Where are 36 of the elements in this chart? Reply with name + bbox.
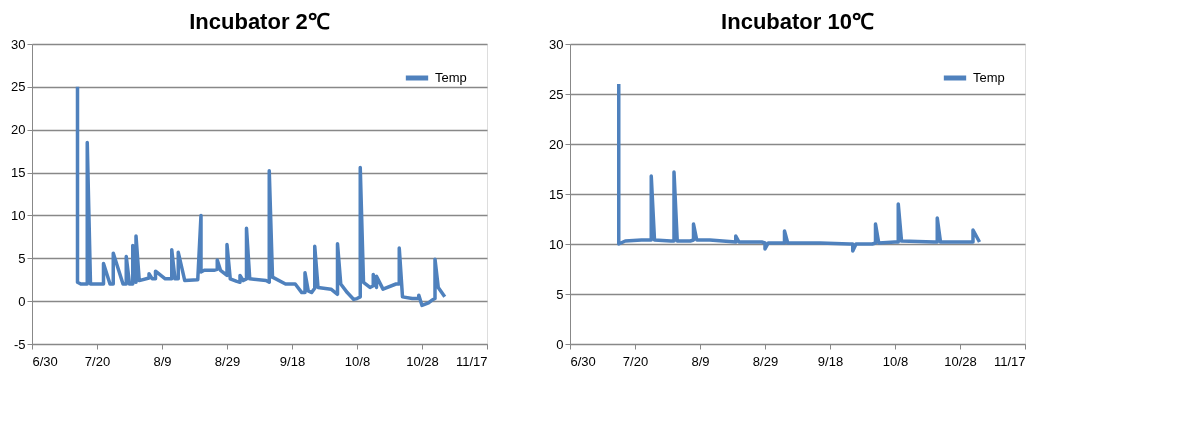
y-tick-label: 15 bbox=[549, 186, 564, 202]
y-tick-label: 5 bbox=[18, 250, 26, 266]
y-tick-label: 0 bbox=[18, 293, 26, 309]
x-tick-label: 6/30 bbox=[32, 353, 58, 369]
y-tick-label: 5 bbox=[556, 286, 564, 302]
y-tick-label: 10 bbox=[11, 207, 26, 223]
x-tick-label: 10/8 bbox=[344, 353, 371, 369]
x-tick-label: 9/18 bbox=[279, 353, 306, 369]
x-tick-label: 9/18 bbox=[817, 353, 844, 369]
y-tick-label: 15 bbox=[11, 165, 26, 181]
chart-title: Incubator 2℃ bbox=[189, 9, 330, 34]
x-tick-label: 7/20 bbox=[622, 353, 649, 369]
legend-label: Temp bbox=[435, 70, 467, 85]
legend-label: Temp bbox=[973, 70, 1005, 85]
y-tick-label: 25 bbox=[11, 79, 26, 95]
x-tick-label: 10/8 bbox=[882, 353, 909, 369]
x-tick-label: 11/17 bbox=[993, 353, 1026, 369]
x-tick-label: 6/30 bbox=[570, 353, 596, 369]
y-tick-label: 20 bbox=[11, 122, 26, 138]
x-tick-label: 10/28 bbox=[944, 353, 977, 369]
x-tick-label: 7/20 bbox=[84, 353, 111, 369]
line-series bbox=[75, 85, 447, 308]
y-tick-label: 30 bbox=[11, 36, 26, 52]
y-tick-label: 20 bbox=[549, 136, 564, 152]
y-tick-label: 10 bbox=[549, 236, 564, 252]
x-tick-label: 10/28 bbox=[406, 353, 439, 369]
x-tick-label: 8/9 bbox=[691, 353, 710, 369]
chart-title: Incubator 10℃ bbox=[721, 9, 874, 34]
x-tick-label: 8/29 bbox=[214, 353, 241, 369]
x-tick-label: 11/17 bbox=[455, 353, 488, 369]
x-tick-label: 8/29 bbox=[752, 353, 779, 369]
y-tick-label: -5 bbox=[13, 336, 26, 352]
y-tick-label: 30 bbox=[549, 36, 564, 52]
y-tick-label: 0 bbox=[556, 336, 564, 352]
y-tick-label: 25 bbox=[549, 86, 564, 102]
x-tick-label: 8/9 bbox=[153, 353, 172, 369]
